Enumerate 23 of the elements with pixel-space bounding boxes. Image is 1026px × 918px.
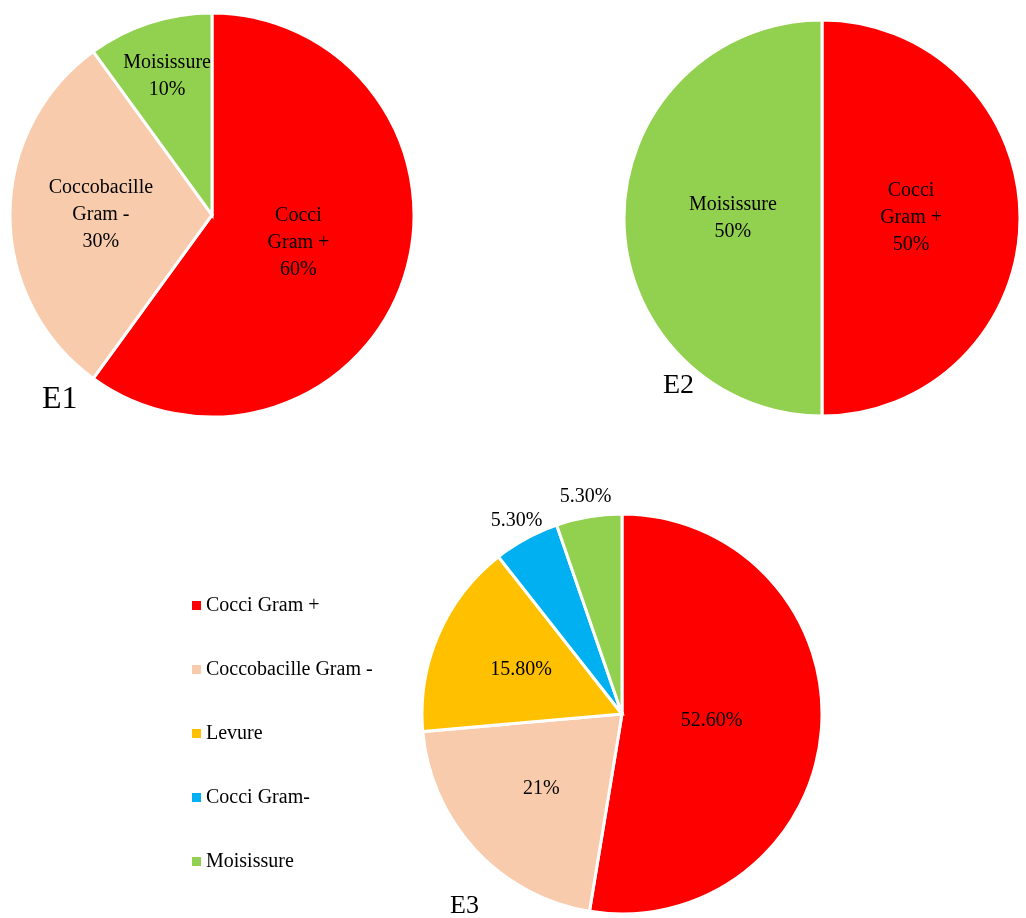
text: E3 xyxy=(450,890,479,918)
data-label: 50% xyxy=(714,218,752,241)
slice-label: Coccobacille Gram - xyxy=(48,174,154,224)
data-label: 50% xyxy=(892,231,930,254)
data-label: 52.60% xyxy=(680,707,743,730)
data-label: 10% xyxy=(148,76,186,99)
data-label: 21% xyxy=(523,775,560,798)
text: E1 xyxy=(42,379,78,415)
data-label: 15.80% xyxy=(490,656,552,679)
data-label: 30% xyxy=(82,228,120,251)
slice-label: Cocci Gram + xyxy=(267,202,330,252)
legend-label: Coccobacille Gram - xyxy=(206,656,373,679)
legend-label: Moisissure xyxy=(206,848,294,871)
legend-label: Levure xyxy=(206,720,263,743)
slice-label: Moisissure xyxy=(689,191,777,214)
slice-label: Moisissure xyxy=(123,49,212,72)
data-label: 5.30% xyxy=(490,507,543,530)
legend-label: Cocci Gram- xyxy=(206,784,310,807)
data-label: 5.30% xyxy=(559,483,612,506)
text: E2 xyxy=(663,368,695,399)
data-label: 60% xyxy=(280,256,317,279)
slice-label: Cocci Gram + xyxy=(880,177,943,227)
legend-label: Cocci Gram + xyxy=(206,592,320,615)
